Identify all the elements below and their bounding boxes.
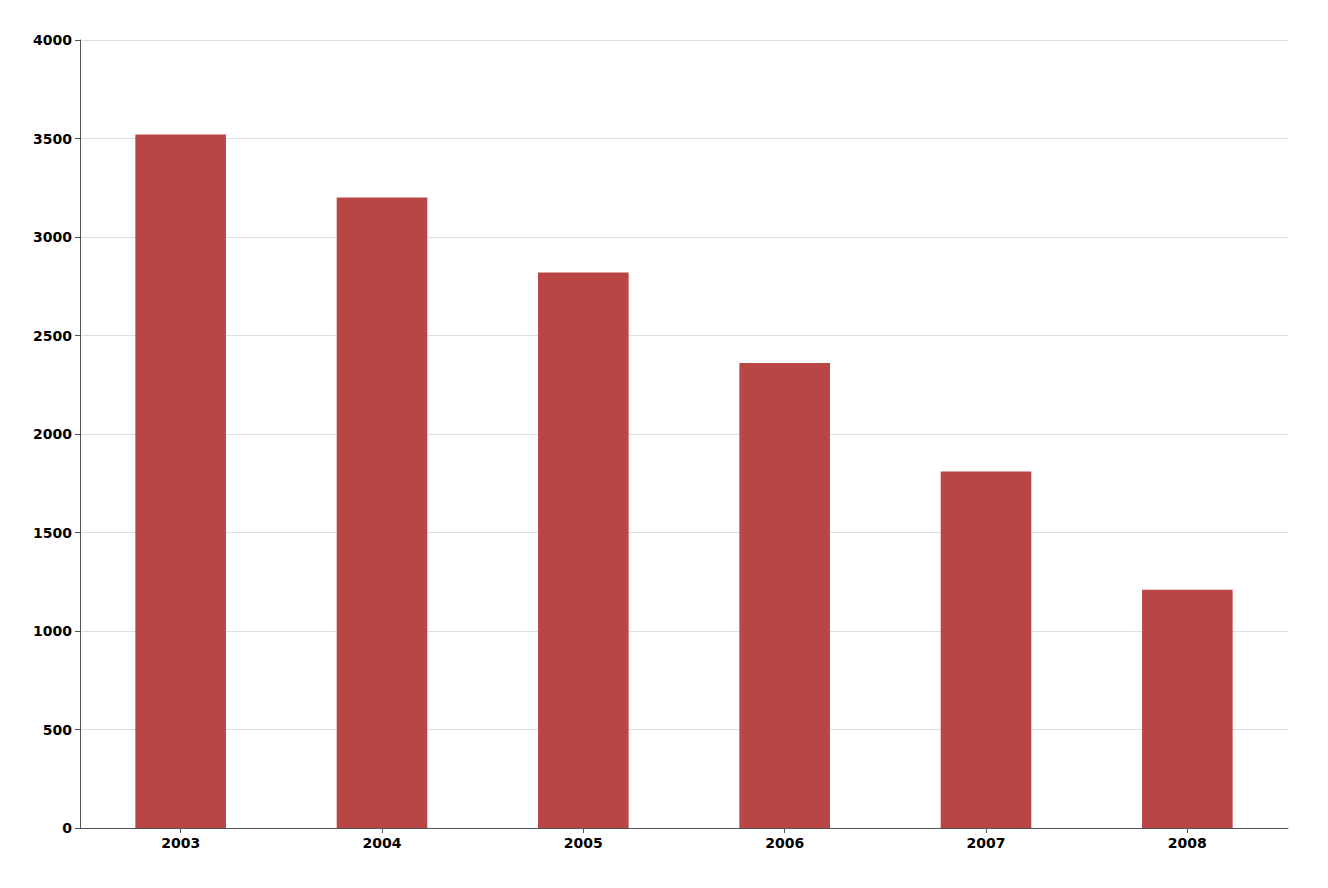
svg-text:0: 0 [62, 820, 72, 836]
svg-text:2005: 2005 [564, 835, 603, 851]
svg-text:3000: 3000 [33, 229, 72, 245]
svg-text:2003: 2003 [161, 835, 200, 851]
svg-text:2000: 2000 [33, 426, 72, 442]
svg-text:1000: 1000 [33, 623, 72, 639]
svg-text:2004: 2004 [363, 835, 402, 851]
svg-text:2006: 2006 [765, 835, 804, 851]
svg-text:2007: 2007 [967, 835, 1006, 851]
svg-text:500: 500 [43, 722, 72, 738]
svg-text:2008: 2008 [1168, 835, 1207, 851]
svg-text:4000: 4000 [33, 32, 72, 48]
svg-text:2500: 2500 [33, 328, 72, 344]
svg-text:1500: 1500 [33, 525, 72, 541]
svg-text:3500: 3500 [33, 131, 72, 147]
